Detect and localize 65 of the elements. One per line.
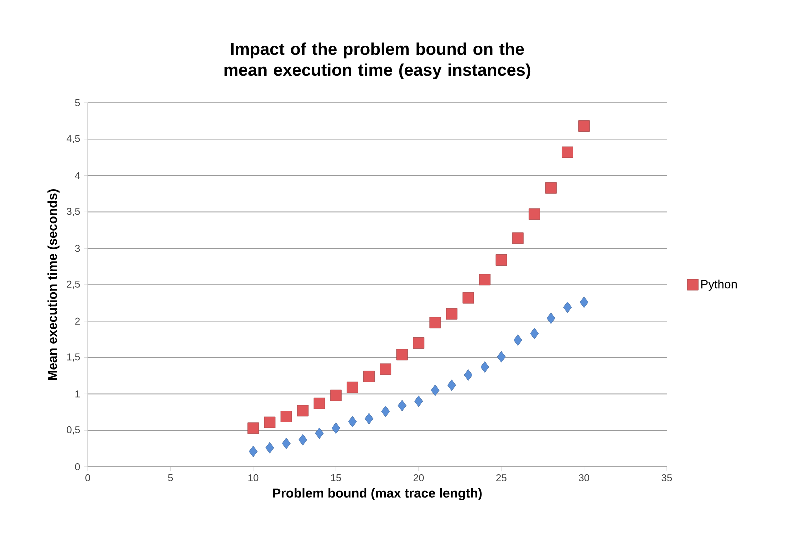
y-tick-label: 3,5 (67, 208, 80, 216)
x-tick-label: 5 (168, 474, 174, 482)
point (414, 396, 424, 408)
point (346, 382, 358, 394)
point (298, 434, 308, 446)
x-tick-label: 35 (662, 474, 672, 482)
point (413, 338, 425, 349)
point (396, 349, 408, 361)
point (448, 380, 456, 392)
point (264, 416, 276, 428)
point (398, 400, 407, 412)
y-tick-label: 0 (75, 463, 80, 471)
point (431, 384, 440, 396)
point (332, 422, 340, 434)
point (330, 390, 342, 402)
point (546, 312, 556, 324)
point (348, 416, 358, 428)
point (280, 411, 292, 422)
y-tick-label: 3 (75, 245, 80, 252)
point (462, 292, 474, 304)
x-tick-label: 0 (86, 474, 90, 482)
point (530, 328, 539, 340)
point (249, 446, 258, 458)
y-tick-label: 2 (75, 318, 80, 325)
y-tick-label: 1,5 (67, 354, 80, 362)
y-tick-label: 5 (75, 100, 80, 106)
point (297, 405, 309, 417)
point (512, 232, 524, 244)
point (381, 406, 390, 418)
point (578, 120, 590, 132)
point (496, 254, 508, 266)
y-tick-label: 4 (75, 172, 80, 180)
point (266, 442, 274, 454)
x-tick-label: 25 (496, 474, 507, 482)
x-tick-label: 30 (579, 474, 590, 482)
point (282, 438, 291, 450)
point (480, 362, 490, 373)
point (364, 371, 375, 382)
x-tick-label: 20 (414, 474, 424, 482)
point (430, 317, 442, 329)
point (563, 302, 572, 314)
point (528, 208, 540, 220)
y-axis-title: Mean execution time (seconds) (48, 190, 60, 380)
point (315, 428, 324, 440)
point (380, 364, 392, 376)
x-tick-label: 15 (331, 474, 342, 482)
x-axis-title: Problem bound (max trace length) (273, 488, 482, 501)
point (314, 398, 326, 410)
point (580, 296, 589, 308)
y-tick-label: 0,5 (67, 426, 80, 435)
point (562, 146, 574, 158)
point (364, 413, 374, 425)
legend-label: Python (702, 280, 737, 292)
y-tick-label: 1 (76, 390, 80, 398)
point (248, 422, 260, 434)
y-tick-label: 2,5 (67, 280, 80, 290)
point (446, 308, 458, 320)
x-tick-label: 10 (248, 474, 259, 482)
y-tick-label: 4,5 (66, 135, 80, 144)
point (464, 370, 473, 381)
point (497, 351, 506, 363)
point (479, 274, 491, 286)
point (546, 182, 557, 194)
chart-title: Impact of the problem bound on the mean execution time (easy instances) (224, 42, 531, 80)
point (514, 334, 522, 346)
